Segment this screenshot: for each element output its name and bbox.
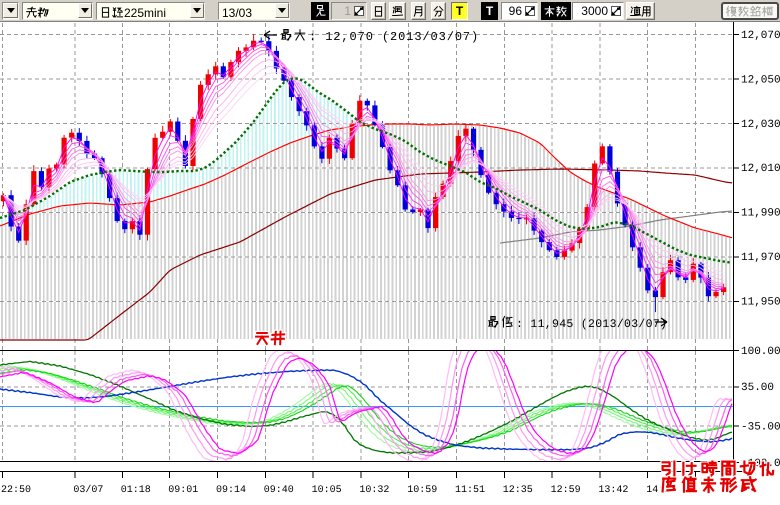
svg-text:12,030: 12,030 <box>741 119 780 131</box>
svg-text:11,970: 11,970 <box>741 252 780 264</box>
svg-text:12:59: 12:59 <box>551 485 581 496</box>
svg-text:12,010: 12,010 <box>741 163 780 175</box>
svg-text:01:18: 01:18 <box>121 485 151 496</box>
svg-text:12,050: 12,050 <box>741 74 780 86</box>
svg-text:: 11,945 (2013/03/07): : 11,945 (2013/03/07) <box>516 318 667 331</box>
svg-text:09:01: 09:01 <box>168 485 198 496</box>
svg-text:-35.00: -35.00 <box>741 421 780 433</box>
svg-text:35.00: 35.00 <box>741 382 774 394</box>
svg-text:12:35: 12:35 <box>503 485 533 496</box>
svg-text:22:50: 22:50 <box>1 485 31 496</box>
svg-text:: 12,070 (2013/03/07): : 12,070 (2013/03/07) <box>309 30 479 44</box>
svg-text:100.00: 100.00 <box>741 346 780 358</box>
svg-text:10:32: 10:32 <box>359 485 389 496</box>
svg-text:03/07: 03/07 <box>73 484 103 496</box>
svg-text:11,950: 11,950 <box>741 297 780 309</box>
svg-text:11:51: 11:51 <box>455 485 485 496</box>
svg-text:09:14: 09:14 <box>216 485 246 496</box>
svg-text:10:05: 10:05 <box>312 485 342 496</box>
svg-text:13:42: 13:42 <box>598 485 628 496</box>
svg-text:10:59: 10:59 <box>407 485 437 496</box>
svg-text:11,990: 11,990 <box>741 208 780 220</box>
svg-text:12,070: 12,070 <box>741 30 780 42</box>
svg-text:09:40: 09:40 <box>264 485 294 496</box>
